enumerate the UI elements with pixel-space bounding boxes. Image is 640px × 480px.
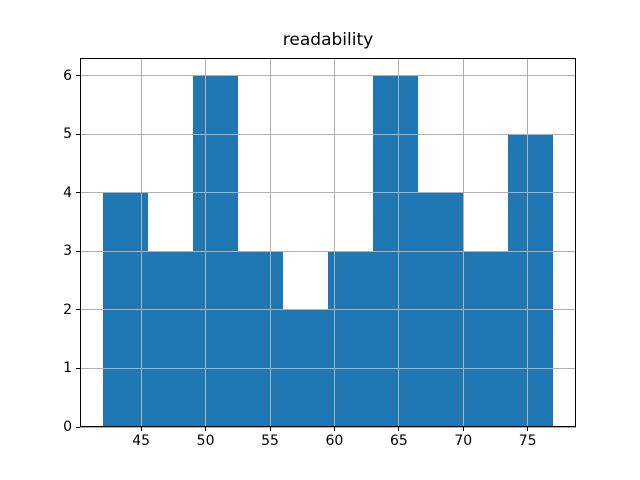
y-tick	[76, 75, 80, 77]
y-tick	[76, 133, 80, 135]
histogram-bar	[463, 251, 509, 427]
y-gridline	[80, 367, 576, 369]
y-tick-label: 6	[63, 67, 72, 84]
histogram-bar	[508, 134, 554, 427]
x-gridline	[527, 58, 529, 427]
x-tick-label: 60	[325, 433, 344, 449]
x-gridline	[205, 58, 207, 427]
y-tick-label: 2	[63, 301, 72, 318]
x-tick	[527, 427, 529, 431]
x-tick	[333, 427, 335, 431]
x-gridline	[398, 58, 400, 427]
x-tick	[398, 427, 400, 431]
y-gridline	[80, 250, 576, 252]
x-tick	[140, 427, 142, 431]
y-tick-label: 1	[63, 360, 72, 377]
y-tick	[76, 309, 80, 311]
x-tick-label: 70	[454, 433, 473, 449]
y-tick-label: 3	[63, 243, 72, 260]
x-tick-label: 65	[389, 433, 408, 449]
y-tick-label: 0	[63, 419, 72, 435]
x-tick-label: 45	[132, 433, 151, 449]
y-gridline	[80, 75, 576, 77]
y-tick	[76, 192, 80, 194]
y-tick	[76, 250, 80, 252]
y-tick-label: 4	[63, 184, 72, 201]
histogram-bar	[328, 251, 374, 427]
histogram-bar	[237, 251, 283, 427]
plot-border	[80, 58, 576, 427]
histogram-bar	[147, 251, 193, 427]
x-tick-label: 75	[518, 433, 537, 449]
x-tick	[269, 427, 271, 431]
y-gridline	[80, 309, 576, 311]
x-gridline	[140, 58, 142, 427]
y-gridline	[80, 133, 576, 135]
x-tick	[205, 427, 207, 431]
x-tick	[462, 427, 464, 431]
x-tick-label: 50	[196, 433, 215, 449]
x-tick-label: 55	[261, 433, 279, 449]
y-tick	[76, 367, 80, 369]
y-tick-label: 5	[63, 126, 72, 143]
chart-title: readability	[282, 30, 374, 50]
y-gridline	[80, 426, 576, 428]
y-gridline	[80, 192, 576, 194]
x-gridline	[269, 58, 271, 427]
x-gridline	[462, 58, 464, 427]
y-tick	[76, 426, 80, 428]
x-gridline	[333, 58, 335, 427]
